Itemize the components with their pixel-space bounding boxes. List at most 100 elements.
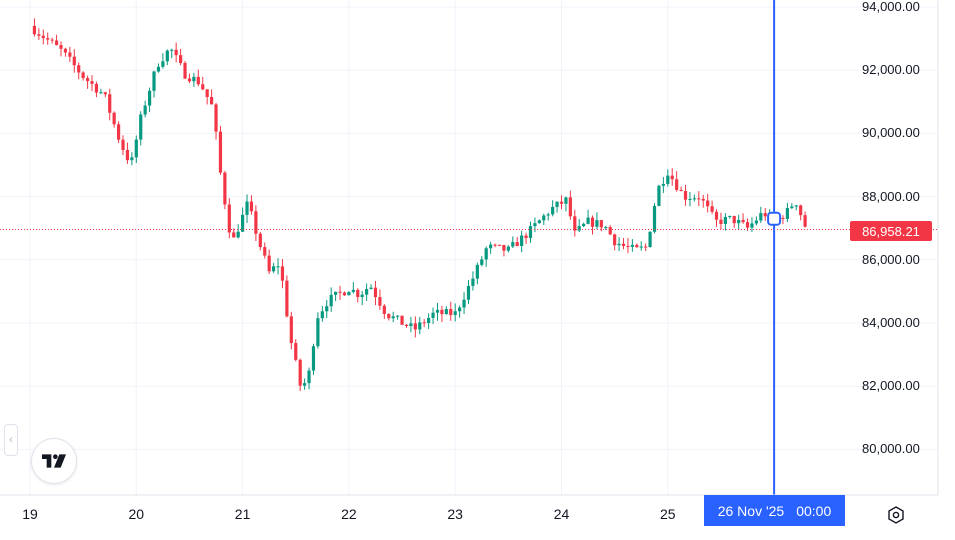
candle (258, 231, 262, 251)
candle (81, 71, 85, 81)
candle-body (608, 227, 612, 235)
candle-body (586, 217, 590, 224)
candle-body (400, 315, 404, 325)
crosshair-time-label: 26 Nov '25 00:00 (704, 495, 845, 526)
candle (311, 343, 316, 375)
crosshair-marker (767, 211, 782, 226)
candle-body (201, 84, 205, 90)
candle-body (528, 226, 533, 239)
candle (652, 203, 657, 234)
candle (396, 315, 400, 320)
candle-body (546, 214, 550, 216)
candle (559, 195, 564, 210)
candle-body (670, 175, 674, 180)
candle (599, 219, 603, 232)
candle-body (590, 217, 595, 227)
candle (568, 190, 572, 220)
candle-body (303, 383, 307, 386)
candle (139, 111, 143, 146)
grid-lines (0, 0, 938, 495)
candle-body (223, 172, 227, 205)
candle (564, 196, 568, 212)
candle-body (90, 81, 94, 84)
price-axis-tick: 84,000.00 (862, 315, 920, 330)
candle (85, 75, 90, 89)
candle (170, 48, 174, 59)
candle (630, 239, 634, 252)
candle-body (360, 294, 364, 297)
candle (781, 215, 785, 225)
candle-body (334, 291, 338, 295)
candle-body (170, 49, 174, 51)
candle-body (573, 216, 577, 231)
candle (201, 76, 205, 91)
candle-body (502, 245, 506, 251)
candle (418, 316, 422, 335)
candle (555, 201, 559, 213)
candle (134, 135, 138, 164)
candle-body (542, 215, 546, 221)
candle-body (781, 217, 785, 219)
candle-body (710, 206, 714, 212)
candle (59, 41, 63, 57)
candle (41, 29, 45, 45)
candle-body (679, 189, 683, 192)
candle (72, 49, 76, 73)
candle-body (692, 198, 696, 200)
candle-body (311, 346, 316, 371)
candle-body (506, 246, 510, 251)
candle (294, 339, 298, 362)
candle (263, 242, 267, 259)
candle (303, 378, 307, 390)
candle (590, 215, 595, 235)
candle-body (245, 201, 249, 215)
candle-body (537, 220, 541, 224)
candle (644, 243, 648, 252)
candle (657, 184, 661, 207)
candle-body (480, 259, 484, 265)
candle (334, 291, 338, 302)
candle-body (307, 370, 311, 384)
candle (759, 206, 763, 223)
candle-body (754, 220, 758, 224)
candle (280, 259, 285, 289)
chart-settings-button[interactable] (884, 503, 908, 527)
candle-body (196, 76, 200, 85)
candle (108, 88, 112, 121)
candle (701, 194, 705, 208)
candle-body (236, 231, 240, 238)
candle-body (139, 114, 143, 140)
candle (466, 280, 471, 305)
candle (683, 184, 688, 206)
candle (90, 75, 94, 92)
candle-body (577, 226, 581, 231)
price-axis-tick: 90,000.00 (862, 125, 920, 141)
candle (116, 121, 121, 144)
candle-body (378, 297, 382, 306)
candle-body (68, 52, 72, 57)
candle (205, 89, 209, 105)
candle-body (675, 179, 679, 190)
candle (391, 311, 395, 323)
candle (347, 291, 351, 296)
candle-body (644, 246, 648, 248)
candle (37, 28, 41, 41)
candle-body (241, 214, 245, 232)
time-axis-tick: 24 (553, 506, 570, 522)
candle-body (489, 244, 493, 249)
candle (506, 245, 510, 253)
candle (719, 212, 723, 230)
time-axis-tick: 22 (341, 506, 357, 522)
tradingview-logo[interactable] (31, 438, 77, 484)
candle-body (103, 92, 107, 95)
candle (369, 284, 373, 290)
candle (218, 126, 223, 175)
candle-body (289, 316, 293, 344)
candle (573, 209, 577, 237)
candle-body (382, 305, 386, 314)
collapse-panel-button[interactable]: ‹ (4, 424, 18, 456)
candle-body (750, 223, 754, 228)
price-axis-tick: 94,000.00 (862, 0, 920, 14)
candle (112, 111, 116, 128)
